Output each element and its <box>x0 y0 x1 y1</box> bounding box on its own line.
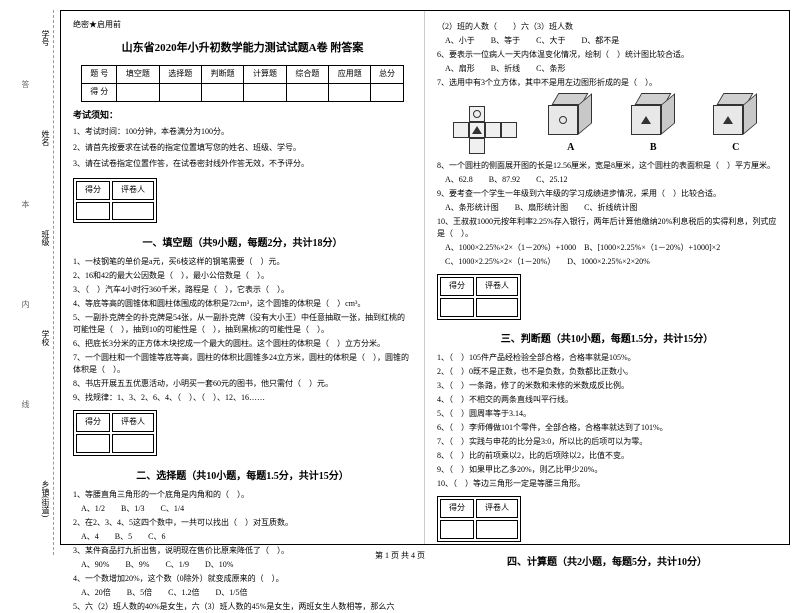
q1-6: 6、把底长3分米的正方体木块挖成一个最大的圆柱。这个圆柱的体积是（ ）立方分米。 <box>73 338 412 350</box>
q1-1: 1、一枝钢笔的单价是a元，买6枝这样的钢笔需要（ ）元。 <box>73 256 412 268</box>
th-5: 综合题 <box>286 66 328 84</box>
score-rater-box-2: 得分评卷人 <box>73 410 157 456</box>
side-char-3: 内 <box>20 300 31 308</box>
score-summary-table: 题 号 填空题 选择题 判断题 计算题 综合题 应用题 总分 得 分 <box>81 65 403 102</box>
th-0: 题 号 <box>82 66 117 84</box>
label-student-id: 学号 <box>40 30 51 46</box>
cube-c: C <box>711 93 761 156</box>
side-char-4: 线 <box>20 400 31 408</box>
q1-4: 4、等底等高的圆锥体和圆柱体围成的体积是72cm³，这个圆锥的体积是（ ）cm³… <box>73 298 412 310</box>
triangle-icon <box>723 116 733 124</box>
q2-2o: A、4 B、5 C、6 <box>73 531 412 543</box>
q2-8o: A、62.8 B、87.92 C、25.12 <box>437 174 777 186</box>
q3-10: 10、（ ）等边三角形一定是等腰三角形。 <box>437 478 777 490</box>
th-1: 填空题 <box>117 66 159 84</box>
exam-page: 绝密★启用前 山东省2020年小升初数学能力测试试题A卷 附答案 题 号 填空题… <box>60 10 790 545</box>
q3-8: 8、（ ）比的前项乘以2，比的后项除以2，比值不变。 <box>437 450 777 462</box>
label-class: 班级 <box>40 230 51 246</box>
label-name: 姓名 <box>40 130 51 146</box>
label-town: 乡镇(街道) <box>40 480 51 517</box>
q1-5: 5、一副扑克牌全的扑克牌是54张，从一副扑克牌（没有大小王）中任意抽取一张，抽到… <box>73 312 412 336</box>
q3-1: 1、（ ）105件产品经检验全部合格，合格率就是105%。 <box>437 352 777 364</box>
th-6: 应用题 <box>329 66 371 84</box>
q2-7: 7、选用中有3个立方体，其中不是用左边图形折成的是（ ）。 <box>437 77 777 89</box>
q3-6: 6、（ ）李师傅做101个零件，全部合格，合格率就达到了101%。 <box>437 422 777 434</box>
circle-icon <box>559 116 567 124</box>
row-label: 得 分 <box>82 84 117 102</box>
cube-label-a: A <box>546 140 596 156</box>
side-char-1: 答 <box>20 80 31 88</box>
left-column: 绝密★启用前 山东省2020年小升初数学能力测试试题A卷 附答案 题 号 填空题… <box>61 11 425 544</box>
right-column: （2）班的人数（ ）六（3）班人数 A、小于 B、等于 C、大于 D、都不是 6… <box>425 11 789 544</box>
q1-2: 2、16和42的最大公因数是（ ），最小公倍数是（ ）。 <box>73 270 412 282</box>
q2-4: 4、一个数增加20%，这个数（0除外）就变成原来的（ ）。 <box>73 573 412 585</box>
binding-margin: 学号 姓名 班级 学校 乡镇(街道) 答 本 内 线 <box>0 0 60 565</box>
cube-diagram: A B C <box>437 93 777 156</box>
notice-2: 2、请首先按要求在试卷的指定位置填写您的姓名、班级、学号。 <box>73 142 412 155</box>
th-7: 总分 <box>371 66 403 84</box>
q3-2: 2、（ ）0既不是正数，也不是负数，负数都比正数小。 <box>437 366 777 378</box>
fold-line <box>53 10 54 555</box>
cube-b: B <box>628 93 678 156</box>
notice-3: 3、请在试卷指定位置作答，在试卷密封线外作答无效，不予评分。 <box>73 158 412 171</box>
q2-10o1: A、1000×2.25%×2×（1－20%）+1000 B、[1000×2.25… <box>437 242 777 254</box>
q2-6o: A、扇形 B、折线 C、条形 <box>437 63 777 75</box>
exam-title: 山东省2020年小升初数学能力测试试题A卷 附答案 <box>73 40 412 58</box>
q1-3: 3、（ ）汽车4小时行360千米，路程是（ ），它表示（ ）。 <box>73 284 412 296</box>
q3-9: 9、（ ）如果甲比乙多20%，则乙比甲少20%。 <box>437 464 777 476</box>
circle-icon <box>473 110 481 118</box>
cube-label-c: C <box>711 140 761 156</box>
q2-9o: A、条形统计图 B、扇形统计图 C、折线统计图 <box>437 202 777 214</box>
section-3-title: 三、判断题（共10小题，每题1.5分，共计15分） <box>437 332 777 348</box>
q2-5b: （2）班的人数（ ）六（3）班人数 <box>437 21 777 33</box>
q2-10: 10、王叔叔1000元按年利率2.25%存入银行，两年后计算他缴纳20%利息税后… <box>437 216 777 240</box>
q2-4o: A、20倍 B、5倍 C、1.2倍 D、1/5倍 <box>73 587 412 599</box>
q3-5: 5、（ ）圆周率等于3.14。 <box>437 408 777 420</box>
q3-7: 7、（ ）实践与申花的比分是3:0，所以比的后项可以为零。 <box>437 436 777 448</box>
page-footer: 第 1 页 共 4 页 <box>0 550 800 561</box>
q2-1o: A、1/2 B、1/3 C、1/4 <box>73 503 412 515</box>
th-2: 选择题 <box>159 66 201 84</box>
cube-a: A <box>546 93 596 156</box>
section-1-title: 一、填空题（共9小题，每题2分，共计18分） <box>73 236 412 252</box>
q1-7: 7、一个圆柱和一个圆锥等底等高，圆柱的体积比圆锥多24立方米，圆柱的体积是（ ）… <box>73 352 412 376</box>
section-2-title: 二、选择题（共10小题，每题1.5分，共计15分） <box>73 469 412 485</box>
side-char-2: 本 <box>20 200 31 208</box>
q2-5: 5、六（2）班人数的40%是女生，六（3）班人数的45%是女生，两班女生人数相等… <box>73 601 412 613</box>
score-rater-box-4: 得分评卷人 <box>437 496 521 542</box>
q3-4: 4、（ ）不相交的两条直线叫平行线。 <box>437 394 777 406</box>
notice-1: 1、考试时间：100分钟，本卷满分为100分。 <box>73 126 412 139</box>
score-rater-box-1: 得分评卷人 <box>73 178 157 224</box>
th-4: 计算题 <box>244 66 286 84</box>
secret-label: 绝密★启用前 <box>73 19 412 32</box>
q1-9: 9、找规律：1、3、2、6、4、（ ）、（ ）、12、16…… <box>73 392 412 404</box>
q2-1: 1、等腰直角三角形的一个底角是内角和的（ ）。 <box>73 489 412 501</box>
q1-8: 8、书店开展五五优惠活动，小明买一套60元的图书，他只需付（ ）元。 <box>73 378 412 390</box>
q2-6: 6、要表示一位病人一天内体温变化情况，绘制（ ）统计图比较合适。 <box>437 49 777 61</box>
q2-5o: A、小于 B、等于 C、大于 D、都不是 <box>437 35 777 47</box>
q3-3: 3、（ ）一条路，修了的米数和未修的米数成反比例。 <box>437 380 777 392</box>
q2-2: 2、在2、3、4、5这四个数中，一共可以找出（ ）对互质数。 <box>73 517 412 529</box>
th-3: 判断题 <box>201 66 243 84</box>
q2-10o2: C、1000×2.25%×2×（1－20%） D、1000×2.25%×2×20… <box>437 256 777 268</box>
q2-8: 8、一个圆柱的侧面展开图的长是12.56厘米，宽是8厘米，这个圆柱的表面积是（ … <box>437 160 777 172</box>
triangle-icon <box>641 116 651 124</box>
cube-label-b: B <box>628 140 678 156</box>
q2-9: 9、要考查一个学生一年级到六年级的学习成绩进步情况，采用（ ）比较合适。 <box>437 188 777 200</box>
label-school: 学校 <box>40 330 51 346</box>
notice-title: 考试须知： <box>73 108 412 122</box>
score-rater-box-3: 得分评卷人 <box>437 274 521 320</box>
triangle-icon <box>472 126 482 134</box>
cube-net <box>453 106 513 156</box>
